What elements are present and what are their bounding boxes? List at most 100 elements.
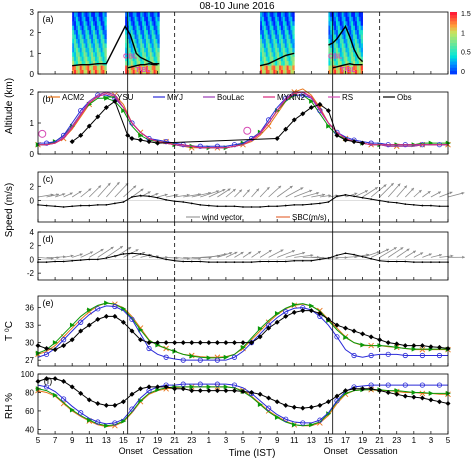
point-Obs	[146, 384, 152, 390]
wind-arrowhead	[437, 191, 441, 195]
point-Obs	[231, 340, 237, 346]
point-SBC	[105, 203, 108, 206]
point-SBC	[225, 205, 227, 208]
heatmap-cell	[265, 47, 269, 53]
point-Obs	[274, 319, 280, 325]
heatmap-cell	[277, 34, 280, 39]
wind-arrowhead	[316, 191, 320, 195]
heatmap-cell	[75, 60, 79, 66]
point-SBC	[336, 195, 338, 198]
heatmap-cell	[146, 34, 149, 39]
x-tick-label: 9	[275, 436, 280, 445]
heatmap-cell	[100, 65, 103, 70]
heatmap-cell	[130, 60, 134, 66]
heatmap-cell	[330, 20, 333, 26]
heatmap-cell	[102, 12, 105, 17]
point-MYJ	[146, 345, 152, 352]
heatmap-cell	[343, 29, 346, 35]
heatmap-cell	[146, 38, 149, 44]
point-Obs	[308, 404, 314, 410]
heatmap-cell	[100, 34, 103, 39]
point-SBC	[216, 205, 219, 208]
heatmap-cell	[360, 38, 363, 44]
heatmap-cell	[328, 69, 331, 75]
point-Obs	[129, 136, 135, 141]
heatmap-cell	[128, 56, 132, 62]
wind-vector	[88, 185, 102, 198]
heatmap-cell	[273, 29, 276, 35]
heatmap-cell	[280, 16, 284, 22]
point-Obs	[257, 391, 263, 397]
point-Obs	[291, 117, 297, 123]
heatmap-cell	[290, 25, 293, 31]
heatmap-cell	[265, 25, 269, 31]
heatmap-cell	[265, 34, 269, 39]
heatmap-cell	[282, 38, 286, 44]
heatmap-cell	[77, 29, 81, 35]
heatmap-cell	[89, 20, 92, 26]
heatmap-cell	[87, 29, 90, 35]
heatmap-cell	[261, 65, 265, 70]
temperature-axis-label: T ⁰C	[4, 321, 15, 341]
heatmap-cell	[144, 47, 147, 53]
heatmap-cell	[151, 38, 154, 44]
heatmap-cell	[275, 25, 278, 31]
series-line-MYNN2	[38, 91, 448, 149]
heatmap-cell	[330, 43, 333, 48]
heatmap-cell	[347, 34, 350, 39]
point-Obs	[44, 376, 50, 382]
point-SBC	[421, 204, 424, 207]
heatmap-cell	[91, 34, 94, 39]
heatmap-cell	[267, 34, 270, 39]
point-Obs	[360, 386, 366, 392]
heatmap-cell	[153, 16, 156, 22]
heatmap-cell	[292, 29, 295, 35]
heatmap-cell	[128, 16, 132, 22]
heatmap-cell	[280, 56, 284, 62]
heatmap-cell	[341, 16, 345, 22]
wind-arrowhead	[383, 184, 387, 188]
wind-vector	[302, 192, 320, 198]
heatmap-cell	[282, 16, 286, 22]
heatmap-cell	[132, 12, 136, 17]
point-YSU	[52, 340, 58, 346]
heatmap-cell	[127, 38, 130, 44]
wind-arrowhead	[175, 193, 179, 197]
point-Obs	[112, 313, 118, 319]
heatmap-cell	[284, 25, 288, 31]
heatmap-cell	[332, 43, 335, 48]
wind-vector	[268, 249, 284, 258]
heatmap-cell	[146, 47, 149, 53]
heatmap-cell	[280, 51, 284, 57]
heatmap-cell	[336, 51, 339, 57]
heatmap-cell	[96, 25, 100, 31]
heatmap-cell	[72, 16, 75, 22]
heatmap-cell	[290, 60, 293, 66]
wind-arrowhead	[116, 182, 120, 185]
heatmap-cell	[288, 60, 291, 66]
heatmap-cell	[155, 20, 158, 26]
wind-vector	[191, 192, 212, 198]
y-tick-label: 100	[21, 370, 35, 379]
wind-vector	[200, 190, 220, 198]
point-YSU	[257, 326, 263, 332]
heatmap-cell	[94, 69, 98, 75]
heatmap-cell	[96, 38, 100, 44]
heatmap-cell	[125, 34, 128, 39]
heatmap-cell	[263, 56, 267, 62]
heatmap-cell	[74, 25, 77, 31]
heatmap-cell	[72, 29, 75, 35]
heatmap-cell	[260, 51, 263, 57]
heatmap-annotation: TIBL	[135, 67, 151, 74]
heatmap-cell	[337, 51, 341, 57]
heatmap-cell	[153, 29, 156, 35]
y-tick-label: 2	[30, 242, 35, 251]
heatmap-cell	[127, 47, 130, 53]
wind-arrowhead	[147, 191, 151, 195]
heatmap-cell	[356, 43, 360, 48]
heatmap-cell	[343, 34, 346, 39]
heatmap-cell	[151, 47, 154, 53]
heatmap-cell	[271, 69, 274, 75]
heatmap-cell	[81, 20, 84, 26]
heatmap-cell	[330, 12, 333, 17]
